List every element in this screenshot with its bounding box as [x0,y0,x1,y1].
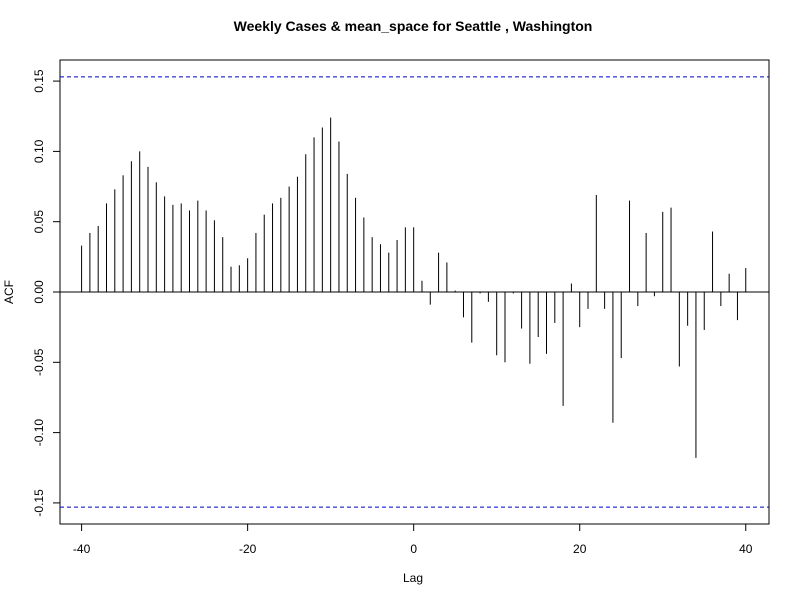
x-tick-label: 40 [739,542,753,556]
confidence-bounds [60,76,769,508]
x-tick-label: 20 [573,542,587,556]
chart-title: Weekly Cases & mean_space for Seattle , … [234,18,593,34]
y-tick-label: -0.10 [32,419,46,447]
y-tick-label: 0.00 [32,280,46,304]
x-tick-label: -40 [73,542,91,556]
x-tick-label: 0 [410,542,417,556]
y-tick-label: 0.15 [32,69,46,93]
y-tick-label: 0.05 [32,210,46,234]
y-tick-label: -0.05 [32,348,46,376]
y-tick-label: -0.15 [32,489,46,517]
x-axis: -40 -20 0 20 40 [73,524,753,556]
y-axis: -0.15 -0.10 -0.05 0.00 0.05 0.10 0.15 [32,69,60,517]
x-axis-label: Lag [403,571,423,585]
x-tick-label: -20 [239,542,257,556]
y-axis-label: ACF [2,280,16,304]
y-tick-label: 0.10 [32,139,46,163]
acf-bars [60,117,769,458]
